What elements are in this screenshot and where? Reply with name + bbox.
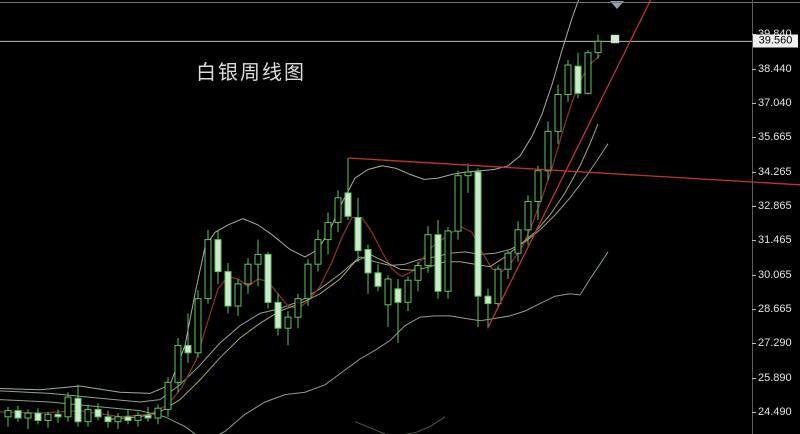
bollinger-lower [0, 251, 609, 434]
candle-body [544, 130, 552, 172]
candle-body [104, 416, 112, 423]
candle-body [554, 94, 562, 132]
axis-tick-mark [752, 137, 756, 138]
candle-body [334, 197, 342, 223]
axis-tick-mark [752, 69, 756, 70]
candle-body [294, 298, 302, 318]
axis-tick-mark [752, 412, 756, 413]
candle-body [264, 253, 272, 303]
candle-body [84, 408, 92, 423]
candle-body [594, 40, 602, 54]
candle-body [414, 265, 422, 281]
candle-body [144, 415, 152, 419]
candle-body [134, 415, 142, 421]
axis-price-label: 27.290 [758, 337, 792, 349]
axis-tick-mark [752, 309, 756, 310]
axis-tick-mark [752, 275, 756, 276]
candle-body [154, 407, 162, 419]
candle-body [214, 239, 222, 273]
candle-body [34, 412, 42, 422]
ma-fast-red [0, 54, 601, 418]
candle-body [564, 64, 572, 95]
candle-body [234, 283, 242, 307]
candle-body [164, 381, 172, 410]
candle-body [224, 271, 232, 307]
axis-tick-mark [752, 103, 756, 104]
axis-price-label: 34.265 [758, 166, 792, 178]
candle-body [434, 234, 442, 292]
axis-price-label: 31.465 [758, 234, 792, 246]
candle-body [584, 52, 592, 94]
axis-tick-mark [752, 172, 756, 173]
candle-body [324, 221, 332, 241]
axis-price-label: 35.665 [758, 131, 792, 143]
candle-body [364, 249, 372, 274]
candle-body [274, 301, 282, 329]
candle-body [504, 252, 512, 270]
candle-body [384, 278, 392, 306]
current-price-tag: 39.560 [753, 34, 798, 48]
axis-tick-mark [752, 343, 756, 344]
axis-price-label: 37.040 [758, 97, 792, 109]
candle-body [174, 344, 182, 383]
axis-price-label: 28.665 [758, 303, 792, 315]
candle-body [424, 234, 432, 266]
candle-body [354, 217, 362, 252]
price-axis[interactable]: 39.84038.44037.04035.66534.26532.86531.4… [752, 0, 800, 434]
candle-body [64, 396, 72, 418]
fractal-down-triangle-marker [610, 1, 624, 9]
axis-price-label: 24.490 [758, 406, 792, 418]
candle-body [304, 263, 312, 300]
axis-price-label: 38.440 [758, 63, 792, 75]
candle-body [244, 263, 252, 285]
candle-body [114, 416, 122, 423]
candle-body [344, 192, 352, 217]
price-axis-border [752, 0, 753, 434]
candle-body [94, 408, 102, 418]
candle-body [574, 65, 582, 94]
axis-price-label: 25.890 [758, 372, 792, 384]
candle-body [284, 316, 292, 329]
candle-body [314, 239, 322, 265]
candle-body [444, 230, 452, 292]
candle-body [484, 295, 492, 305]
candle-body [524, 201, 532, 231]
axis-tick-mark [752, 240, 756, 241]
candle-body [124, 416, 132, 421]
candle-body [54, 413, 62, 418]
candle-body [494, 268, 502, 305]
candle-body [44, 413, 52, 421]
current-bar-square-marker [610, 34, 620, 44]
candle-body [514, 229, 522, 254]
candle-body [74, 397, 82, 423]
axis-tick-mark [752, 206, 756, 207]
trendline-support [487, 0, 652, 328]
candle-body [24, 412, 32, 419]
candle-body [534, 170, 542, 202]
bollinger-lower-slow [354, 416, 446, 434]
bollinger-middle [0, 143, 609, 403]
candle-body [474, 171, 482, 297]
candle-body [14, 410, 22, 419]
axis-price-label: 32.865 [758, 200, 792, 212]
chart-title: 白银周线图 [196, 62, 306, 84]
axis-tick-mark [752, 378, 756, 379]
candle-body [194, 298, 202, 354]
candle-body [4, 410, 12, 418]
candle-body [254, 253, 262, 265]
candle-body [184, 344, 192, 354]
candle-body [204, 239, 212, 300]
candle-body [464, 171, 472, 177]
candle-body [404, 279, 412, 303]
candle-body [374, 272, 382, 287]
axis-price-label: 30.065 [758, 269, 792, 281]
trendline-resistance [347, 157, 800, 186]
chart-top-border [0, 2, 800, 3]
candle-body [394, 288, 402, 303]
candle-body [454, 175, 462, 232]
